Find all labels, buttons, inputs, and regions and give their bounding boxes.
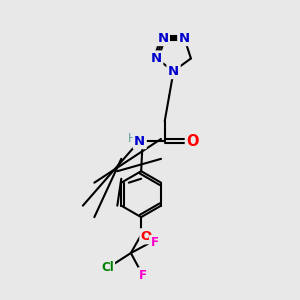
Text: F: F bbox=[139, 268, 147, 282]
Text: N: N bbox=[151, 52, 162, 65]
Text: O: O bbox=[186, 134, 199, 149]
Text: N: N bbox=[179, 32, 190, 45]
Text: Cl: Cl bbox=[101, 261, 114, 274]
Text: O: O bbox=[141, 230, 152, 243]
Text: F: F bbox=[150, 236, 158, 249]
Text: H: H bbox=[128, 132, 137, 145]
Text: N: N bbox=[168, 64, 179, 78]
Text: N: N bbox=[134, 135, 145, 148]
Text: N: N bbox=[157, 32, 168, 45]
